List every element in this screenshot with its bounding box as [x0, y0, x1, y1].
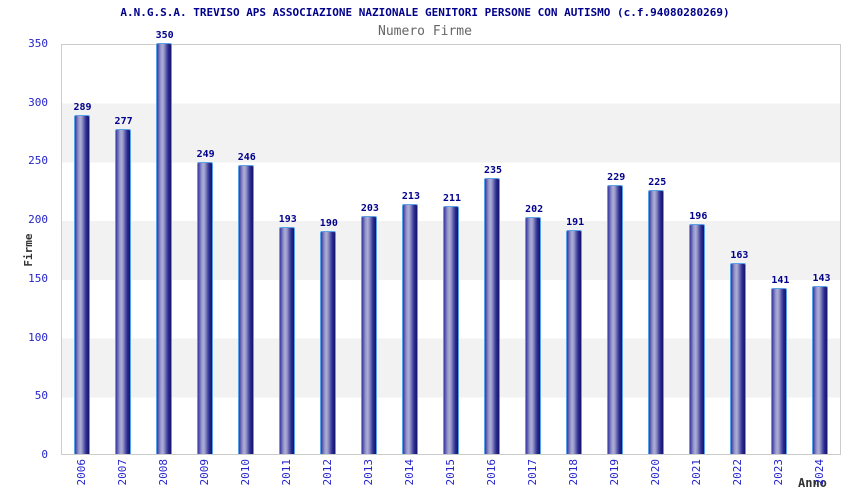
bar-value-label: 191: [566, 216, 585, 228]
bar-2010: [237, 165, 254, 454]
x-tick-label: 2024: [813, 459, 827, 486]
bar-value-label: 350: [155, 30, 174, 41]
bar-value-label: 289: [73, 101, 92, 113]
bar-2023: [771, 288, 788, 454]
bar-value-label: 163: [730, 249, 749, 261]
y-tick-label: 50: [34, 389, 48, 403]
bar-value-label: 213: [401, 190, 420, 202]
bar-value-label: 141: [771, 275, 790, 287]
bar-value-label: 203: [360, 202, 379, 214]
bar-value-label: 235: [484, 165, 503, 177]
bar-2015: [443, 206, 459, 454]
bar-2008: [155, 43, 172, 454]
x-tick-label: 2008: [156, 459, 170, 486]
x-tick-label: 2010: [238, 459, 252, 486]
x-tick-label: 2013: [361, 459, 375, 486]
x-tick-label: 2019: [608, 459, 622, 486]
y-tick-label: 350: [28, 37, 48, 50]
x-tick-label: 2006: [74, 459, 88, 486]
x-tick-label: 2014: [402, 459, 416, 486]
x-axis-title: Anno: [798, 476, 827, 490]
bar-2011: [278, 227, 295, 454]
x-tick-label: 2015: [444, 459, 457, 486]
x-tick-label: 2009: [197, 459, 211, 486]
plot-area: 289 277 350 249 246 193 190 203 213 211 235 202 191 2…: [61, 30, 841, 455]
bar-value-label: 246: [237, 152, 256, 164]
bar-value-label: 143: [812, 273, 831, 285]
bar-value-label: 190: [319, 217, 338, 229]
bar-2020: [648, 189, 665, 454]
bar-value-label: 225: [648, 176, 667, 188]
x-tick-label: 2023: [772, 459, 786, 486]
bar-2013: [360, 215, 377, 454]
bar-value-label: 211: [442, 193, 462, 205]
y-tick-label: 100: [28, 330, 48, 344]
bar-2017: [525, 216, 542, 454]
x-tick-label: 2007: [115, 459, 129, 486]
y-tick-label: 150: [28, 271, 48, 285]
bar-2024: [812, 286, 829, 454]
chart-subtitle: Numero Firme: [378, 24, 472, 39]
y-tick-label: 250: [28, 154, 48, 168]
bar-2007: [114, 128, 131, 454]
bar-value-label: 277: [114, 115, 133, 127]
y-tick-label: 300: [28, 95, 48, 109]
bar-value-label: 229: [607, 172, 626, 184]
x-tick-label: 2011: [279, 459, 293, 486]
bar-value-label: 249: [196, 148, 215, 160]
bar-2006: [73, 114, 90, 454]
x-tick-label: 2016: [485, 459, 499, 486]
y-tick-label: 200: [28, 213, 48, 227]
bar-2018: [566, 229, 583, 454]
x-tick-label: 2020: [649, 459, 663, 486]
bar-2014: [401, 203, 418, 454]
bar-value-label: 202: [525, 203, 544, 215]
x-tick-label: 2012: [320, 459, 334, 486]
bar-2016: [484, 178, 501, 454]
bar-2019: [607, 185, 624, 454]
bar-2009: [196, 161, 213, 454]
x-tick-label: 2017: [526, 459, 540, 486]
bar-value-label: 196: [689, 210, 708, 222]
x-tick-label: 2022: [731, 459, 745, 486]
x-tick-label: 2018: [567, 459, 581, 486]
x-tick-label: 2021: [690, 459, 704, 486]
bar-2012: [319, 230, 336, 454]
bar-value-label: 193: [278, 214, 297, 226]
chart-title: A.N.G.S.A. TREVISO APS ASSOCIAZIONE NAZI…: [120, 6, 730, 19]
bar-2022: [730, 262, 747, 454]
y-tick-label: 0: [41, 448, 48, 461]
bar-2021: [689, 223, 706, 454]
